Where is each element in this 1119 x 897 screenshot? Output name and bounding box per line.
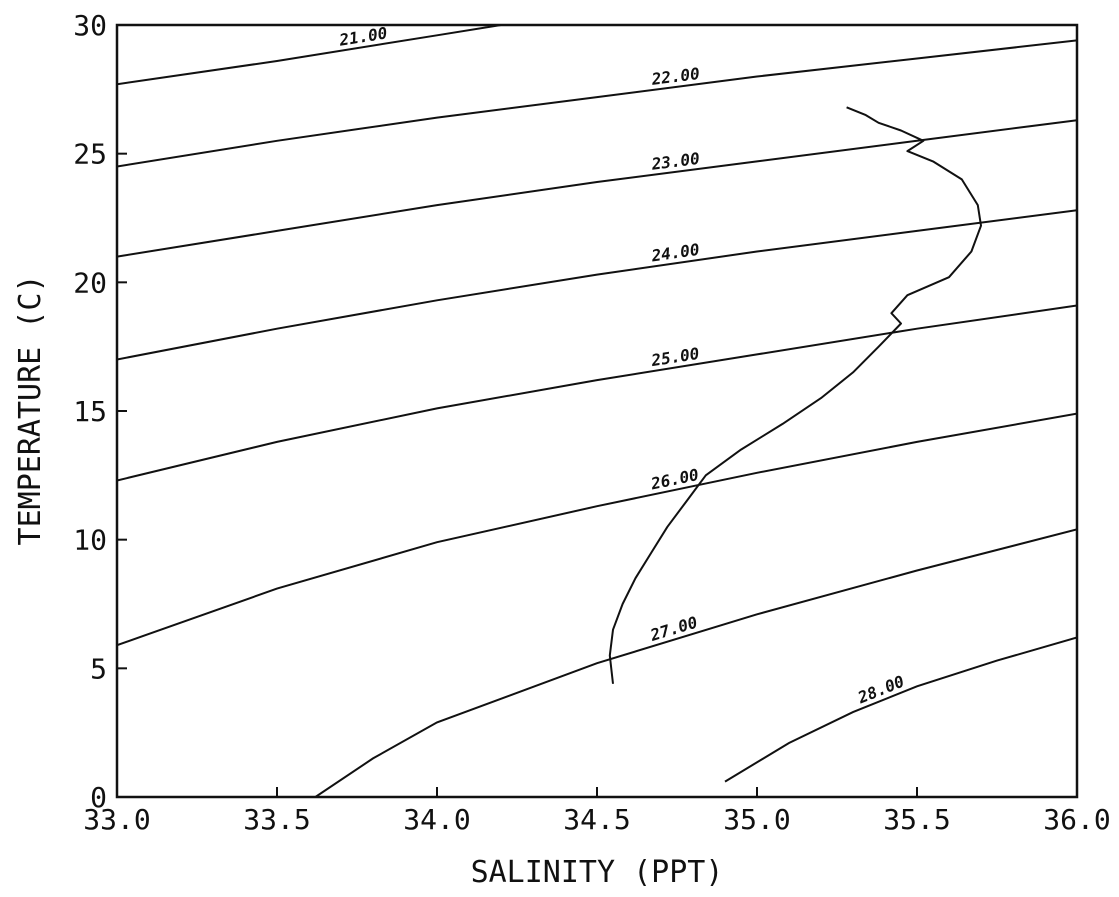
ts-profile-line <box>608 106 982 684</box>
y-axis-title: TEMPERATURE (C) <box>13 275 48 546</box>
x-tick-label: 33.5 <box>243 803 310 836</box>
isopycnal-label: 21.00 <box>337 23 389 50</box>
y-tick-label: 5 <box>90 652 107 685</box>
y-tick-label: 20 <box>73 266 107 299</box>
x-tick-label: 33.0 <box>83 803 150 836</box>
y-tick-label: 30 <box>73 9 107 42</box>
isopycnal-26.00 <box>117 412 1077 647</box>
axes-layer: 33.0 33.5 34.0 34.5 35.0 35.5 36.0 0 5 10 15 20 25 30 <box>73 9 1110 836</box>
isopycnal-23.00 <box>117 119 1077 258</box>
isopycnal-25.00 <box>117 304 1077 482</box>
isopycnal-27.00 <box>314 528 1077 797</box>
isopycnal-label: 28.00 <box>854 672 907 708</box>
isopycnal-21.00 <box>117 25 502 86</box>
x-axis-title: SALINITY (PPT) <box>471 855 724 890</box>
curves-layer <box>117 25 1077 797</box>
x-tick-label: 34.0 <box>403 803 470 836</box>
isopycnal-22.00 <box>117 39 1077 168</box>
isopycnal-label: 25.00 <box>649 344 701 371</box>
isopycnal-28.00 <box>724 636 1077 783</box>
x-tick-label: 35.5 <box>883 803 950 836</box>
x-tick-label: 35.0 <box>723 803 790 836</box>
y-tick-label: 25 <box>73 138 107 171</box>
isopycnal-24.00 <box>117 209 1077 361</box>
x-tick-label: 36.0 <box>1043 803 1110 836</box>
y-tick-label: 0 <box>90 781 107 814</box>
y-tick-label: 10 <box>73 524 107 557</box>
y-tick-label: 15 <box>73 395 107 428</box>
x-tick-label: 34.5 <box>563 803 630 836</box>
